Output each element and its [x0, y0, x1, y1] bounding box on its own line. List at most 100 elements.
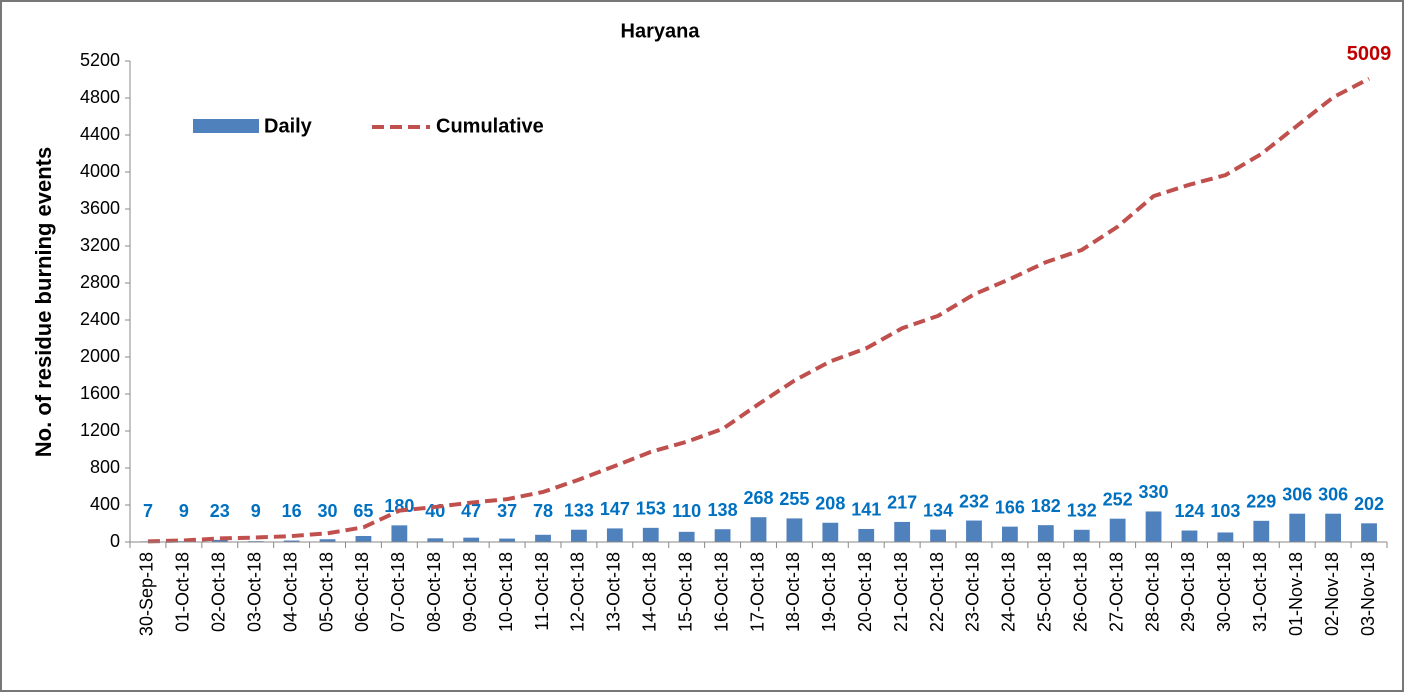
- x-tick-label: 22-Oct-18: [927, 552, 947, 632]
- x-tick-label: 15-Oct-18: [675, 552, 695, 632]
- y-tick-label: 0: [110, 531, 120, 551]
- bar: [463, 537, 480, 542]
- data-label: 182: [1031, 496, 1061, 516]
- data-label: 232: [959, 491, 989, 511]
- bar: [894, 521, 911, 542]
- y-tick-label: 800: [90, 457, 120, 477]
- data-label: 124: [1174, 501, 1204, 521]
- data-label: 78: [533, 501, 553, 521]
- x-tick-label: 23-Oct-18: [963, 552, 983, 632]
- data-label: 153: [636, 499, 666, 519]
- bar: [1361, 523, 1377, 542]
- y-axis-label: No. of residue burning events: [31, 147, 56, 457]
- x-tick-label: 17-Oct-18: [747, 552, 767, 632]
- data-label: 306: [1282, 484, 1312, 504]
- bar: [1325, 513, 1342, 542]
- data-label: 16: [282, 501, 302, 521]
- bar: [283, 540, 300, 542]
- y-tick-label: 400: [90, 494, 120, 514]
- data-label: 30: [318, 501, 338, 521]
- x-tick-label: 03-Oct-18: [244, 552, 264, 632]
- bar: [1217, 532, 1234, 542]
- bar: [1181, 530, 1198, 542]
- x-tick-label: 24-Oct-18: [999, 552, 1019, 632]
- y-tick-label: 2400: [80, 309, 120, 329]
- data-label: 7: [143, 501, 153, 521]
- y-tick-label: 4800: [80, 87, 120, 107]
- bar: [1037, 525, 1054, 542]
- bar: [535, 534, 551, 542]
- y-tick-label: 3200: [80, 235, 120, 255]
- bar: [930, 529, 946, 542]
- x-tick-label: 02-Nov-18: [1322, 552, 1342, 636]
- x-tick-label: 29-Oct-18: [1178, 552, 1198, 632]
- bar: [678, 531, 695, 542]
- y-tick-label: 5200: [80, 50, 120, 70]
- y-tick-label: 2000: [80, 346, 120, 366]
- x-tick-label: 07-Oct-18: [388, 552, 408, 632]
- x-tick-label: 02-Oct-18: [209, 552, 229, 632]
- bar: [1253, 520, 1270, 542]
- data-label: 229: [1246, 492, 1276, 512]
- data-label: 132: [1067, 501, 1097, 521]
- bar: [355, 535, 372, 542]
- y-tick-label: 2800: [80, 272, 120, 292]
- x-tick-label: 13-Oct-18: [604, 552, 624, 632]
- x-tick-label: 01-Nov-18: [1286, 552, 1306, 636]
- data-label: 133: [564, 500, 594, 520]
- data-label: 40: [425, 501, 445, 521]
- x-tick-label: 14-Oct-18: [640, 552, 660, 632]
- line: [147, 76, 1370, 544]
- x-tick-label: 18-Oct-18: [783, 552, 803, 632]
- bar: [1073, 529, 1090, 542]
- data-label: 268: [743, 488, 773, 508]
- bar: [714, 529, 731, 542]
- legend-label: Daily: [264, 115, 313, 137]
- bar: [571, 529, 587, 542]
- bar: [786, 518, 803, 542]
- data-label: 330: [1139, 482, 1169, 502]
- data-label: 65: [353, 501, 373, 521]
- data-label: 23: [210, 501, 230, 521]
- bar: [427, 538, 444, 542]
- x-tick-label: 19-Oct-18: [819, 552, 839, 632]
- x-tick-label: 21-Oct-18: [891, 552, 911, 632]
- bar: [211, 539, 228, 542]
- bar: [858, 528, 875, 542]
- bar: [319, 539, 336, 542]
- data-label: 141: [851, 500, 881, 520]
- y-tick-label: 1200: [80, 420, 120, 440]
- data-label: 110: [672, 501, 701, 521]
- x-tick-label: 25-Oct-18: [1035, 552, 1055, 632]
- y-tick-label: 4400: [80, 124, 120, 144]
- bar: [391, 525, 408, 542]
- x-tick-label: 03-Nov-18: [1358, 552, 1378, 636]
- data-label: 166: [995, 497, 1025, 517]
- bar: [642, 527, 659, 542]
- data-label: 138: [708, 500, 738, 520]
- x-tick-label: 04-Oct-18: [280, 552, 300, 632]
- x-tick-label: 20-Oct-18: [855, 552, 875, 632]
- x-tick-label: 09-Oct-18: [460, 552, 480, 632]
- x-tick-label: 12-Oct-18: [568, 552, 588, 632]
- data-label: 255: [779, 489, 809, 509]
- y-tick-label: 3600: [80, 198, 120, 218]
- data-label: 37: [497, 501, 517, 521]
- bar: [1289, 513, 1306, 542]
- bar: [1145, 511, 1162, 542]
- data-label: 208: [815, 494, 845, 514]
- data-label: 47: [461, 501, 481, 521]
- x-tick-label: 16-Oct-18: [711, 552, 731, 632]
- data-label: 306: [1318, 484, 1348, 504]
- x-tick-label: 08-Oct-18: [424, 552, 444, 632]
- data-label: 9: [179, 501, 189, 521]
- chart-title: Haryana: [621, 20, 701, 42]
- data-label: 217: [887, 493, 917, 513]
- bar: [1109, 518, 1126, 542]
- y-tick-label: 4000: [80, 161, 120, 181]
- data-label: 252: [1103, 489, 1133, 509]
- y-tick-label: 1600: [80, 383, 120, 403]
- x-tick-label: 01-Oct-18: [173, 552, 193, 632]
